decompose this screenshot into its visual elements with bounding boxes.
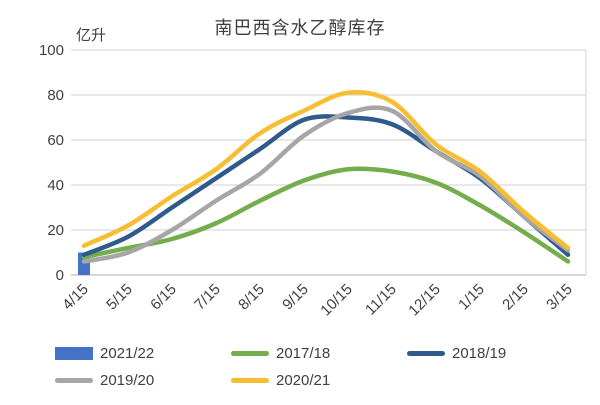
- y-axis-unit-label: 亿升: [76, 27, 107, 44]
- x-tick-label: 3/15: [543, 281, 576, 314]
- legend-item-2019-20: 2019/20: [55, 368, 231, 392]
- y-tick-label: 20: [47, 222, 64, 239]
- x-tick-label: 12/15: [405, 281, 444, 320]
- x-tick-label: 2/15: [499, 281, 532, 314]
- y-tick-label: 100: [39, 42, 64, 59]
- legend-bar-marker: [55, 346, 93, 360]
- x-tick-label: 7/15: [191, 281, 224, 314]
- legend-label: 2017/18: [276, 344, 331, 362]
- legend-item-2017-18: 2017/18: [231, 341, 407, 365]
- x-tick-label: 1/15: [455, 281, 488, 314]
- x-tick-label: 4/15: [59, 281, 92, 314]
- plot-area: 0 20 40 60 80 100 4/15 5/15 6/15 7/15 8/15 9/15 10/1…: [39, 42, 587, 320]
- y-tick-label: 0: [56, 267, 64, 284]
- series-line-2019-20: [81, 105, 571, 264]
- legend-line-marker: [231, 350, 269, 356]
- x-tick-label: 9/15: [279, 281, 312, 314]
- y-tick-label: 40: [47, 177, 64, 194]
- x-tick-label: 6/15: [147, 281, 180, 314]
- legend-line-marker: [407, 350, 445, 356]
- legend-label: 2018/19: [452, 344, 507, 362]
- legend-line-marker: [231, 377, 269, 383]
- legend-label: 2021/22: [100, 344, 155, 362]
- y-tick-label: 80: [47, 87, 64, 104]
- chart-title: 南巴西含水乙醇库存: [214, 18, 386, 38]
- legend: 2021/22 2017/18 2018/19 2019/20 2020/21: [55, 341, 583, 392]
- x-tick-label: 8/15: [235, 281, 268, 314]
- legend-item-2020-21: 2020/21: [231, 368, 407, 392]
- x-tick-label: 11/15: [362, 281, 400, 319]
- legend-item-2021-22: 2021/22: [55, 341, 231, 365]
- y-tick-label: 60: [47, 132, 64, 149]
- series-line-2017-18: [81, 166, 571, 264]
- x-tick-label: 10/15: [317, 281, 356, 320]
- legend-line-marker: [55, 377, 93, 383]
- legend-label: 2020/21: [276, 371, 331, 389]
- legend-item-2018-19: 2018/19: [407, 341, 583, 365]
- x-tick-label: 5/15: [103, 281, 136, 314]
- legend-label: 2019/20: [100, 371, 155, 389]
- series-line-2020-21: [81, 90, 571, 251]
